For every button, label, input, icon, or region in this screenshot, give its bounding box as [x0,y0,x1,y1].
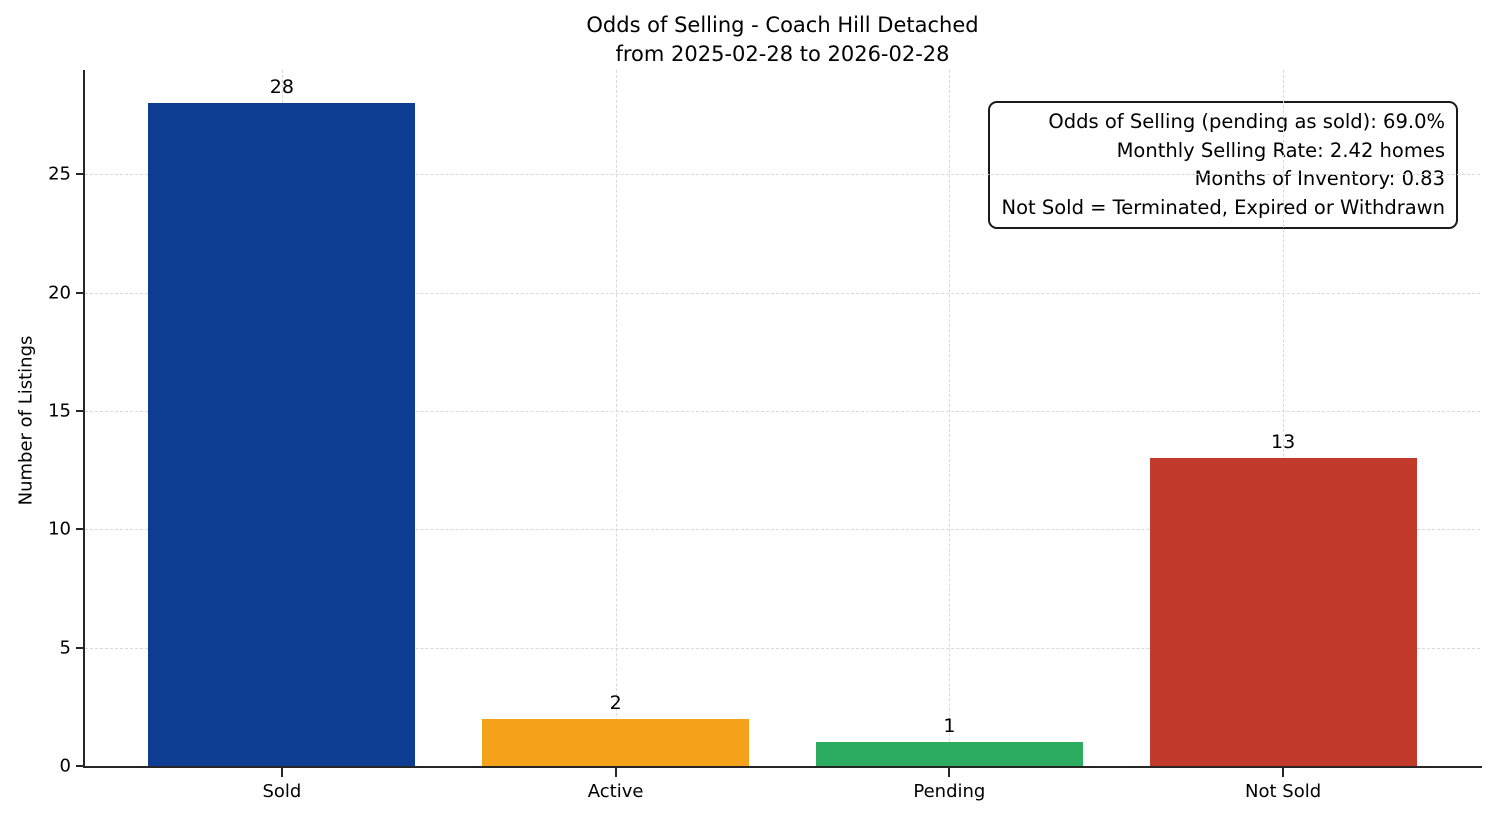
y-axis-spine [83,70,85,768]
gridline-horizontal-10 [85,529,1480,531]
bar-value-label-sold: 28 [269,76,294,99]
bar-value-label-active: 2 [609,691,622,714]
bar-value-label-not-sold: 13 [1271,431,1296,454]
x-tick-mark-active [614,768,617,777]
annotation-line-odds: Odds of Selling (pending as sold): 69.0% [1048,110,1445,133]
y-tick-mark-0 [76,765,85,767]
gridline-vertical-active [615,70,617,766]
gridline-horizontal-20 [85,292,1480,294]
gridline-horizontal-15 [85,410,1480,412]
gridline-horizontal-25 [85,174,1480,176]
annotation-line-rate: Monthly Selling Rate: 2.42 homes [1116,138,1445,162]
y-tick-mark-20 [76,291,85,294]
y-tick-label-25: 25 [48,163,71,185]
x-tick-label-active: Active [587,781,644,802]
bar-value-label-pending: 1 [943,715,956,738]
x-tick-mark-not-sold [1282,768,1285,777]
x-tick-mark-pending [948,768,951,777]
y-tick-mark-15 [76,409,85,412]
x-axis-spine [83,766,1482,768]
bar-not-sold [1149,458,1417,766]
y-tick-mark-10 [76,528,85,531]
gridline-vertical-pending [949,70,951,766]
bar-pending [815,742,1083,766]
x-tick-label-pending: Pending [913,781,986,802]
x-tick-mark-sold [280,768,283,777]
y-tick-label-20: 20 [48,282,71,304]
y-tick-label-15: 15 [48,400,71,422]
annotation-line-notsold-def: Not Sold = Terminated, Expired or Withdr… [1001,195,1445,219]
chart-title: Odds of Selling - Coach Hill Detached fr… [85,11,1480,69]
y-tick-label-10: 10 [48,518,71,540]
chart-title-line1: Odds of Selling - Coach Hill Detached [586,13,979,37]
y-tick-label-5: 5 [59,637,71,659]
bar-active [482,718,750,766]
chart-title-line2: from 2025-02-28 to 2026-02-28 [615,42,950,66]
x-tick-label-sold: Sold [262,781,302,802]
y-tick-mark-25 [76,173,85,176]
gridline-horizontal-5 [85,647,1480,649]
bar-sold [148,103,416,766]
x-tick-label-not-sold: Not Sold [1245,781,1322,802]
y-tick-label-0: 0 [59,755,71,777]
stats-annotation-box: Odds of Selling (pending as sold): 69.0%… [988,101,1458,229]
gridline-vertical-not-sold [1283,70,1285,766]
y-tick-mark-5 [76,646,85,649]
annotation-line-inventory: Months of Inventory: 0.83 [1194,167,1445,190]
